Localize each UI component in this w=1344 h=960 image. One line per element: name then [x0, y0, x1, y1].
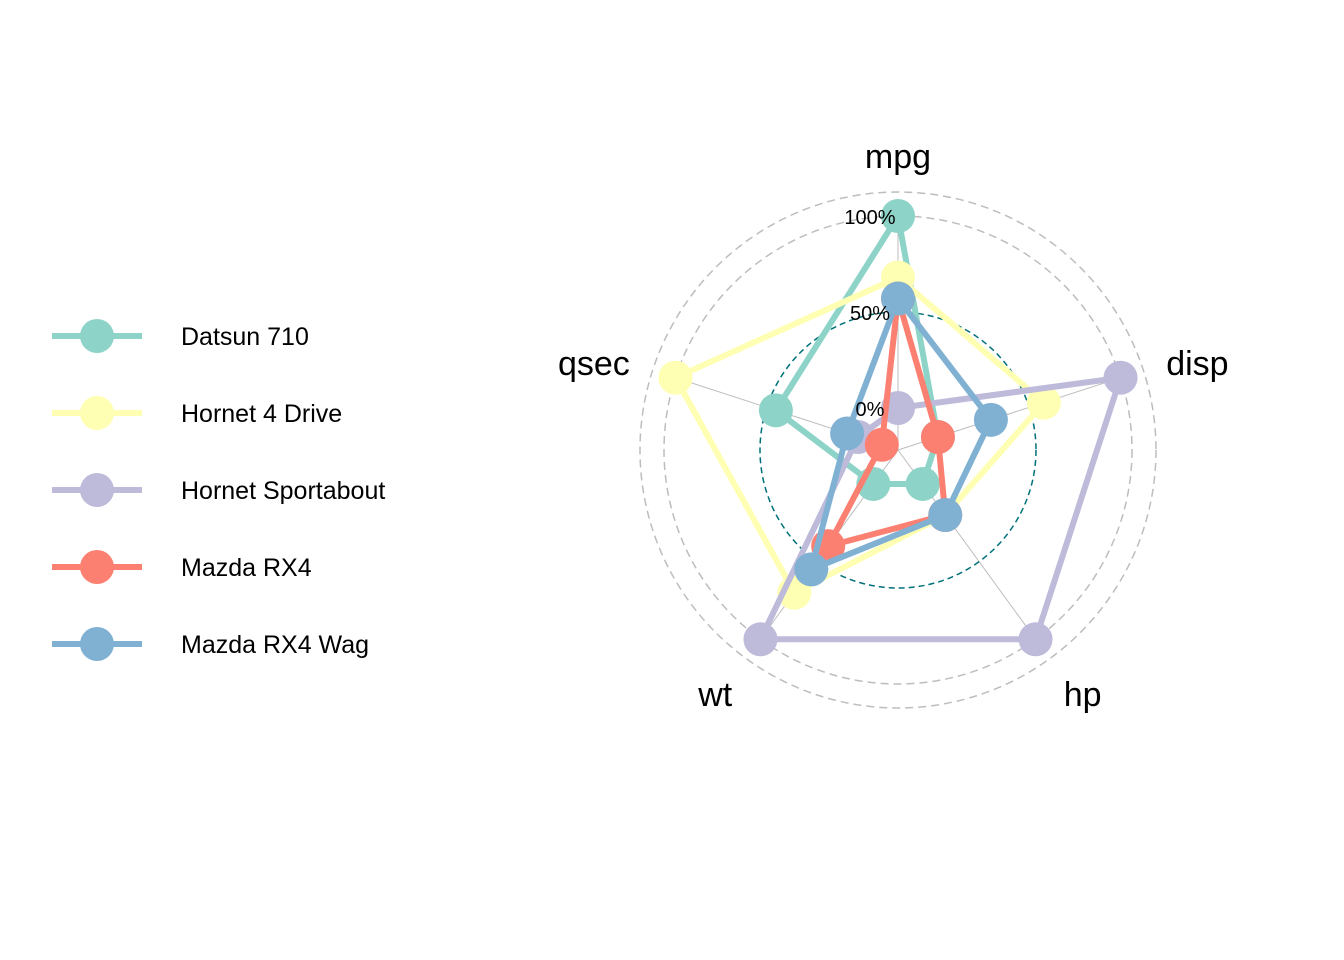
legend-label-1: Hornet 4 Drive [181, 400, 342, 428]
axis-label-hp: hp [1064, 676, 1102, 714]
axis-label-disp: disp [1166, 345, 1228, 383]
legend-label-3: Mazda RX4 [181, 554, 312, 582]
series-line-1 [672, 274, 1047, 596]
axis-label-qsec: qsec [558, 345, 630, 383]
series-line-3 [825, 295, 949, 550]
axis-label-wt: wt [697, 676, 733, 714]
series-point-0-mpg [881, 199, 915, 233]
series-point-4-hp [928, 498, 963, 533]
legend-label-4: Mazda RX4 Wag [181, 631, 369, 659]
outer-frame-circle [639, 191, 1157, 709]
series-point-2-hp [1018, 622, 1053, 657]
legend-marker-3 [80, 550, 114, 584]
series-point-0-hp [905, 466, 940, 501]
series-point-1-disp [1026, 385, 1061, 420]
label-layer: 0% 50% 100% mpg disp hp wt qsec [558, 138, 1229, 714]
legend-label-0: Datsun 710 [181, 323, 309, 351]
legend-marker-0 [80, 319, 114, 353]
grid-label-2: 100% [844, 207, 895, 229]
grid-circle-100 [663, 215, 1133, 685]
series-point-3-disp [920, 420, 955, 455]
series-layer [658, 199, 1138, 657]
series-point-3-qsec [864, 427, 899, 462]
legend-marker-1 [80, 396, 114, 430]
series-point-4-wt [794, 552, 829, 587]
series-point-2-disp [1103, 360, 1138, 395]
series-point-4-disp [973, 402, 1008, 437]
series-point-2-wt [743, 622, 778, 657]
series-point-4-mpg [881, 281, 915, 316]
axis-label-mpg: mpg [865, 138, 931, 176]
legend-marker-4 [80, 627, 114, 661]
legend-marker-2 [80, 473, 114, 507]
grid-label-0: 0% [856, 399, 885, 421]
grid-label-1: 50% [850, 303, 890, 325]
series-point-0-qsec [758, 393, 793, 428]
legend-label-2: Hornet Sportabout [181, 477, 385, 505]
legend: Datsun 710 Hornet 4 Drive Hornet Sportabou… [52, 319, 385, 661]
series-line-4 [808, 295, 994, 573]
series-line-0 [772, 213, 941, 487]
series-point-4-qsec [830, 416, 865, 451]
series-point-1-qsec [658, 360, 693, 395]
